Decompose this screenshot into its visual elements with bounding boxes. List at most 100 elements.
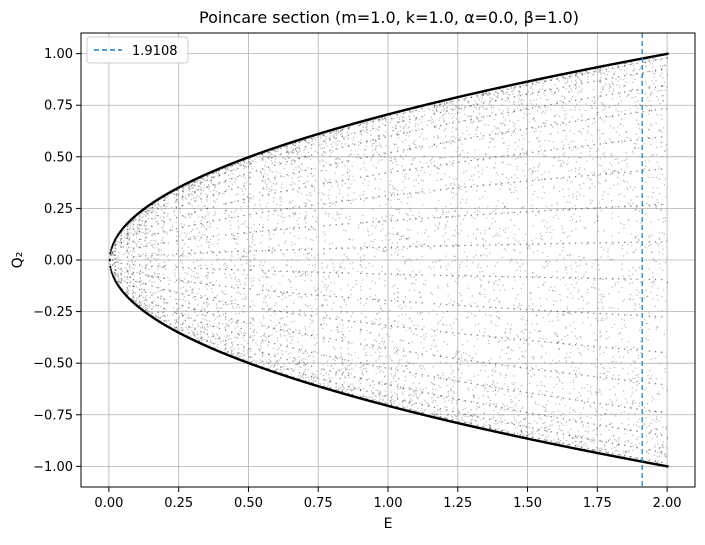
scatter-point	[344, 254, 345, 255]
scatter-point	[232, 321, 233, 322]
scatter-point	[294, 160, 295, 161]
scatter-point	[543, 317, 544, 318]
scatter-point	[619, 357, 620, 358]
scatter-point	[204, 184, 205, 185]
scatter-point	[536, 104, 537, 105]
scatter-point	[577, 291, 578, 292]
scatter-point	[205, 319, 206, 320]
scatter-point	[638, 89, 639, 90]
scatter-point	[149, 297, 150, 298]
scatter-point	[138, 228, 139, 229]
scatter-point	[495, 366, 496, 367]
scatter-point	[296, 147, 297, 148]
scatter-point	[591, 183, 592, 184]
scatter-point	[348, 259, 349, 260]
scatter-point	[169, 280, 170, 281]
scatter-point	[656, 177, 657, 178]
scatter-point	[535, 401, 536, 402]
scatter-point	[134, 268, 135, 269]
scatter-point	[467, 213, 468, 214]
scatter-point	[188, 247, 189, 248]
scatter-point	[363, 163, 364, 164]
scatter-point	[652, 71, 653, 72]
scatter-point	[227, 251, 228, 252]
scatter-point	[325, 140, 326, 141]
scatter-point	[311, 148, 312, 149]
scatter-point	[645, 81, 646, 82]
scatter-point	[446, 407, 447, 408]
scatter-point	[402, 407, 403, 408]
scatter-point	[273, 229, 274, 230]
scatter-point	[179, 278, 180, 279]
scatter-point	[213, 200, 214, 201]
scatter-point	[218, 338, 219, 339]
scatter-point	[496, 404, 497, 405]
scatter-point	[658, 168, 659, 169]
scatter-point	[469, 380, 470, 381]
scatter-point	[344, 137, 345, 138]
scatter-point	[522, 330, 523, 331]
scatter-point	[623, 391, 624, 392]
scatter-point	[452, 131, 453, 132]
scatter-point	[513, 375, 514, 376]
scatter-point	[275, 314, 276, 315]
scatter-point	[326, 315, 327, 316]
scatter-point	[644, 60, 645, 61]
scatter-point	[161, 250, 162, 251]
scatter-point	[592, 449, 593, 450]
scatter-point	[377, 162, 378, 163]
scatter-point	[505, 119, 506, 120]
scatter-point	[297, 152, 298, 153]
scatter-point	[136, 272, 137, 273]
scatter-point	[652, 63, 653, 64]
scatter-point	[573, 141, 574, 142]
scatter-point	[600, 373, 601, 374]
scatter-point	[397, 393, 398, 394]
scatter-point	[117, 241, 118, 242]
scatter-point	[501, 123, 502, 124]
scatter-point	[444, 341, 445, 342]
scatter-point	[269, 309, 270, 310]
scatter-point	[360, 329, 361, 330]
scatter-point	[311, 280, 312, 281]
scatter-point	[588, 398, 589, 399]
scatter-point	[615, 346, 616, 347]
scatter-point	[397, 397, 398, 398]
scatter-point	[325, 142, 326, 143]
scatter-point	[529, 337, 530, 338]
scatter-point	[206, 239, 207, 240]
scatter-point	[341, 355, 342, 356]
scatter-point	[514, 382, 515, 383]
scatter-point	[186, 327, 187, 328]
scatter-point	[262, 286, 263, 287]
scatter-point	[180, 292, 181, 293]
scatter-point	[592, 430, 593, 431]
scatter-point	[575, 328, 576, 329]
scatter-point	[372, 125, 373, 126]
scatter-point	[262, 209, 263, 210]
scatter-point	[412, 375, 413, 376]
scatter-point	[254, 354, 255, 355]
scatter-point	[276, 204, 277, 205]
scatter-point	[502, 257, 503, 258]
scatter-point	[401, 238, 402, 239]
scatter-point	[613, 184, 614, 185]
scatter-point	[545, 155, 546, 156]
scatter-point	[273, 291, 274, 292]
scatter-point	[181, 198, 182, 199]
scatter-point	[494, 146, 495, 147]
scatter-point	[563, 257, 564, 258]
scatter-point	[615, 449, 616, 450]
scatter-point	[610, 188, 611, 189]
scatter-point	[223, 259, 224, 260]
scatter-point	[652, 277, 653, 278]
scatter-point	[525, 270, 526, 271]
scatter-point	[456, 418, 457, 419]
scatter-point	[262, 342, 263, 343]
scatter-point	[419, 146, 420, 147]
scatter-point	[260, 345, 261, 346]
scatter-point	[448, 393, 449, 394]
scatter-point	[475, 100, 476, 101]
scatter-point	[562, 413, 563, 414]
scatter-point	[279, 310, 280, 311]
